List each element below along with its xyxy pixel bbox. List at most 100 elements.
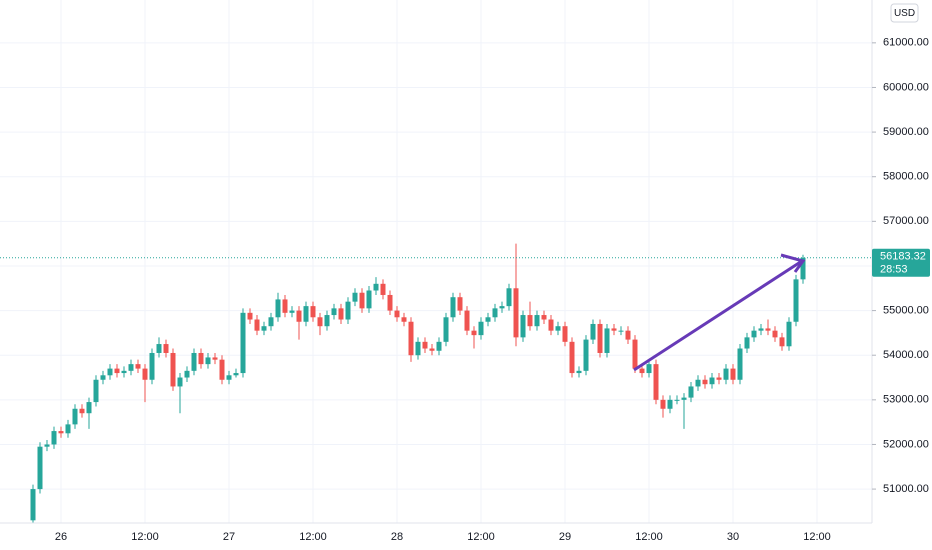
candle-body: [681, 397, 687, 400]
candle-body: [121, 370, 127, 374]
candle-body: [156, 344, 162, 353]
candle-body: [674, 399, 680, 401]
candle-body: [177, 377, 183, 387]
candle-body: [660, 399, 666, 409]
candle-body: [331, 308, 337, 316]
y-tick-label: 61000.00: [883, 37, 929, 49]
candle-body: [79, 408, 85, 414]
candle-body: [415, 341, 421, 356]
candle-body: [289, 310, 295, 313]
candle-body: [212, 357, 218, 360]
countdown: 28:53: [880, 264, 908, 276]
candle-body: [352, 292, 358, 302]
candle-body: [51, 431, 57, 445]
candle-body: [520, 315, 526, 338]
candle-body: [436, 341, 442, 351]
x-tick-label: 12:00: [635, 531, 663, 543]
candle-body: [527, 315, 533, 327]
candle-body: [576, 370, 582, 374]
currency-badge[interactable]: [890, 3, 919, 23]
y-tick-label: 59000.00: [883, 126, 929, 138]
x-tick-label: 12:00: [299, 531, 327, 543]
y-tick-label: 53000.00: [883, 394, 929, 406]
candle-body: [226, 375, 232, 380]
x-tick-label: 12:00: [467, 531, 495, 543]
candle-body: [72, 408, 78, 425]
candle-body: [373, 283, 379, 291]
currency: USD: [894, 8, 915, 19]
candle-body: [786, 321, 792, 347]
candle-body: [457, 297, 463, 311]
candle-body: [65, 424, 71, 434]
candle-body: [597, 323, 603, 353]
candle-body: [233, 373, 239, 376]
candle-body: [751, 330, 757, 338]
y-tick-label: 60000.00: [883, 81, 929, 93]
candle-body: [324, 315, 330, 327]
candle-body: [170, 352, 176, 387]
candle-body: [191, 352, 197, 371]
candle-body: [744, 337, 750, 349]
candle-body: [653, 364, 659, 400]
y-tick-label: 54000.00: [883, 349, 929, 361]
candle-body: [142, 368, 148, 380]
x-tick-label: 12:00: [803, 531, 831, 543]
candle-body: [100, 375, 106, 380]
candle-body: [548, 319, 554, 331]
candle-body: [541, 315, 547, 320]
candle-body: [37, 446, 43, 490]
candle-body: [401, 317, 407, 322]
candle-body: [534, 315, 540, 327]
x-tick-label: 29: [559, 531, 571, 543]
candle-body: [310, 306, 316, 318]
candle-body: [30, 489, 36, 521]
candle-body: [44, 444, 50, 447]
candle-body: [93, 379, 99, 403]
x-tick-label: 27: [223, 531, 235, 543]
x-tick-label: 30: [727, 531, 739, 543]
candle-body: [394, 310, 400, 318]
candle-body: [611, 328, 617, 331]
candle-body: [58, 431, 64, 434]
candle-body: [485, 317, 491, 322]
candle-body: [366, 290, 372, 309]
candle-body: [275, 299, 281, 318]
candle-body: [471, 330, 477, 336]
x-tick-label: 12:00: [131, 531, 159, 543]
candle-body: [513, 288, 519, 338]
candle-body: [625, 330, 631, 340]
candle-body: [282, 299, 288, 313]
candle-body: [240, 312, 246, 374]
x-tick-label: 26: [55, 531, 67, 543]
candle-body: [779, 337, 785, 347]
candle-body: [716, 377, 722, 380]
candle-body: [359, 292, 365, 309]
candle-body: [618, 330, 624, 332]
candle-body: [723, 368, 729, 380]
candle-body: [709, 377, 715, 385]
candle-body: [590, 323, 596, 340]
candle-body: [149, 352, 155, 380]
candle-body: [408, 321, 414, 356]
y-tick-label: 55000.00: [883, 304, 929, 316]
candle-body: [268, 317, 274, 327]
candle-body: [646, 364, 652, 374]
candle-body: [296, 310, 302, 322]
candle-body: [219, 359, 225, 380]
candle-body: [184, 370, 190, 378]
candle-body: [247, 312, 253, 320]
candle-body: [128, 364, 134, 371]
y-tick-label: 51000.00: [883, 483, 929, 495]
candle-body: [555, 326, 561, 331]
candle-body: [772, 330, 778, 338]
candle-body: [86, 402, 92, 414]
candle-body: [107, 368, 113, 376]
trend-line[interactable]: [633, 259, 803, 372]
candle-body: [443, 317, 449, 342]
candle-body: [261, 326, 267, 331]
candle-body: [114, 368, 120, 374]
candle-body: [604, 328, 610, 353]
candle-body: [198, 352, 204, 365]
candle-body: [317, 317, 323, 327]
candle-body: [135, 364, 141, 369]
